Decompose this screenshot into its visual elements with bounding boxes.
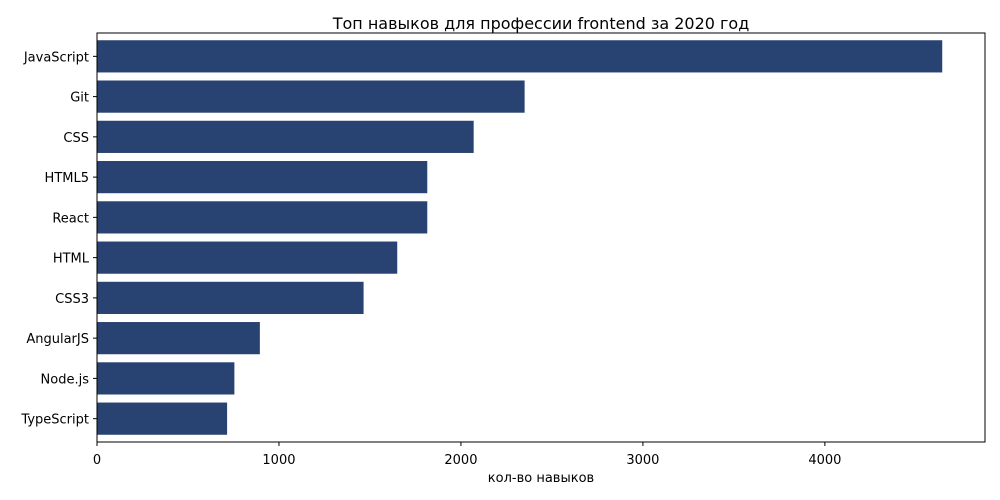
x-tick-label: 4000	[808, 453, 841, 468]
plot-frame	[96, 32, 986, 443]
bar-javascript	[97, 40, 943, 73]
y-tick-label: Git	[70, 91, 89, 106]
x-axis-ticks: 0 1000 2000 3000 4000	[93, 442, 841, 468]
y-tick-label: TypeScript	[20, 413, 89, 428]
y-tick-label: CSS	[63, 131, 89, 146]
bar-node-js	[97, 362, 235, 395]
y-tick-label: AngularJS	[26, 332, 89, 347]
x-axis-label: кол-во навыков	[488, 471, 594, 486]
bar-typescript	[97, 402, 228, 435]
x-tick-label: 1000	[262, 453, 295, 468]
bar-angularjs	[97, 322, 260, 355]
y-tick-label: HTML	[53, 252, 90, 267]
bar-html	[97, 241, 398, 274]
y-tick-label: JavaScript	[23, 50, 89, 65]
x-tick-label: 3000	[626, 453, 659, 468]
bars-group	[97, 40, 943, 435]
bar-git	[97, 80, 525, 113]
bar-html5	[97, 161, 428, 194]
y-tick-label: React	[52, 211, 89, 226]
y-tick-label: CSS3	[55, 292, 89, 307]
x-tick-label: 2000	[444, 453, 477, 468]
bar-react	[97, 201, 428, 234]
y-tick-label: Node.js	[41, 372, 90, 387]
chart-title: Топ навыков для профессии frontend за 20…	[332, 14, 750, 33]
y-tick-label: HTML5	[45, 171, 89, 186]
bar-css	[97, 120, 474, 153]
x-tick-label: 0	[93, 453, 101, 468]
bar-css3	[97, 281, 364, 314]
y-axis-ticks: TypeScript Node.js AngularJS CSS3 HTML React H…	[20, 50, 97, 428]
